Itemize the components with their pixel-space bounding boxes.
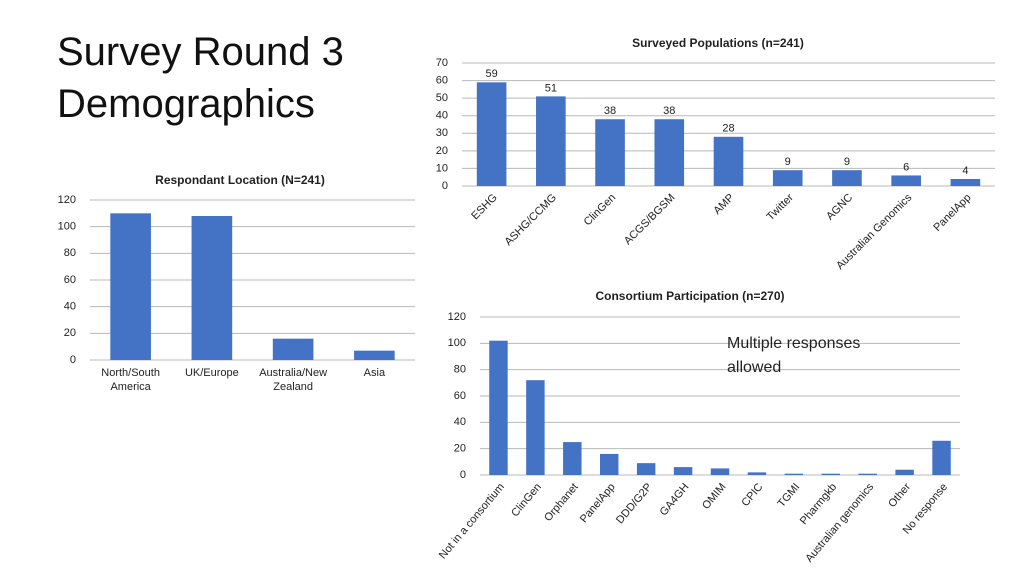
chart-title: Respondant Location (N=241) (155, 173, 325, 187)
x-tick-label: ClinGen (509, 481, 544, 519)
y-tick-label: 20 (454, 443, 466, 455)
bar (891, 175, 921, 186)
x-tick-label: UK/Europe (185, 367, 239, 379)
x-tick-label: CPIC (739, 481, 765, 509)
bar (476, 82, 507, 186)
bar (536, 96, 566, 186)
data-label: 59 (485, 68, 497, 80)
y-tick-label: 20 (436, 145, 448, 157)
x-tick-label: Twitter (764, 191, 796, 223)
data-label: 38 (663, 105, 675, 117)
annotation: Multiple responses allowed (727, 335, 860, 376)
y-tick-label: 50 (436, 92, 448, 104)
y-tick-label: 60 (64, 274, 76, 286)
x-tick-label: Asia (364, 367, 386, 379)
bar (595, 119, 625, 186)
y-tick-label: 40 (64, 301, 76, 313)
y-tick-label: 40 (454, 416, 466, 428)
x-tick-label: OMIM (700, 481, 728, 512)
y-tick-label: 30 (436, 127, 448, 139)
bar (673, 467, 693, 475)
bar (895, 469, 914, 475)
bar (563, 442, 582, 475)
data-label: 9 (785, 156, 791, 168)
chart-title: Surveyed Populations (n=241) (632, 36, 804, 50)
data-label: 51 (545, 82, 557, 94)
y-tick-label: 70 (436, 57, 448, 69)
x-tick-label: ASHG/CCMG (503, 192, 559, 248)
bar (932, 440, 951, 475)
x-tick-label: Australia/New Zealand (259, 367, 327, 393)
bar (636, 463, 656, 475)
y-tick-label: 10 (436, 162, 448, 174)
bar (713, 136, 744, 186)
bar (272, 338, 314, 360)
x-tick-label: ClinGen (582, 192, 619, 229)
bar (832, 170, 862, 186)
data-label: 9 (844, 156, 850, 168)
x-tick-label: Other (886, 481, 913, 510)
y-tick-label: 60 (454, 390, 466, 402)
bar (821, 473, 840, 475)
y-tick-label: 20 (64, 327, 76, 339)
bar (710, 468, 730, 475)
x-tick-label: Australian genomics (803, 481, 876, 565)
bar (858, 473, 877, 475)
x-tick-label: North/South America (101, 367, 160, 393)
bar (772, 170, 803, 186)
bar (747, 472, 767, 475)
y-tick-label: 80 (454, 364, 466, 376)
y-tick-label: 100 (58, 221, 76, 233)
bar (654, 119, 685, 186)
y-tick-label: 0 (442, 180, 448, 192)
x-tick-label: TGMI (776, 481, 803, 510)
x-tick-label: PanelApp (578, 481, 618, 525)
data-label: 28 (722, 123, 734, 135)
chart-title: Consortium Participation (n=270) (595, 289, 784, 303)
x-tick-label: AGNC (824, 192, 855, 223)
x-tick-label: DDD/G2P (614, 481, 655, 526)
y-tick-label: 0 (460, 469, 466, 481)
bar (191, 216, 233, 360)
x-tick-label: ESHG (469, 192, 500, 223)
bar (600, 453, 619, 475)
y-tick-label: 60 (436, 74, 448, 86)
x-tick-label: Not in a consortium (437, 481, 507, 561)
data-label: 4 (962, 165, 968, 177)
slide-title: Survey Round 3 Demographics (57, 30, 344, 126)
y-tick-label: 80 (64, 247, 76, 259)
y-tick-label: 100 (448, 337, 466, 349)
x-tick-label: AMP (711, 192, 736, 217)
y-tick-label: 0 (70, 354, 76, 366)
x-tick-label: PanelApp (931, 192, 973, 234)
data-label: 6 (903, 161, 909, 173)
x-tick-label: GA4GH (658, 481, 692, 518)
y-tick-label: 120 (58, 194, 76, 206)
bar (526, 380, 545, 475)
data-label: 38 (604, 105, 616, 117)
x-tick-label: ACGS/BGSM (622, 192, 678, 248)
bar (950, 178, 981, 186)
bar (489, 340, 508, 475)
y-tick-label: 120 (448, 311, 466, 323)
x-tick-label: Orphanet (542, 481, 581, 524)
bar (354, 350, 395, 360)
bar (784, 473, 804, 475)
bar (110, 213, 151, 360)
y-tick-label: 40 (436, 110, 448, 122)
